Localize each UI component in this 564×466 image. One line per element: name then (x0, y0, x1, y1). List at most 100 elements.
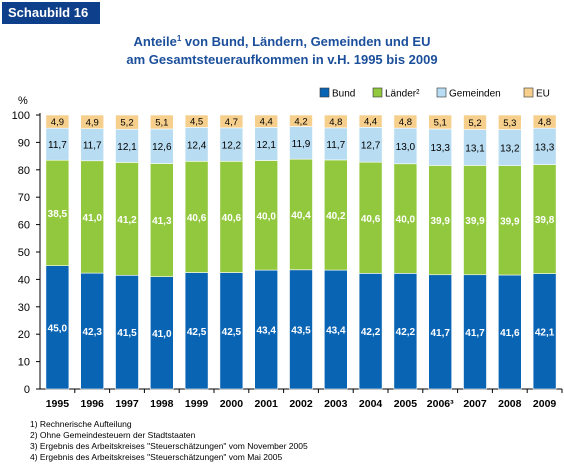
data-label: 40,0 (396, 215, 416, 226)
data-label: 41,2 (117, 215, 137, 226)
data-label: 4,8 (399, 117, 412, 128)
data-label: 11,9 (292, 139, 311, 150)
data-label: 4,9 (86, 117, 99, 128)
data-label: 5,1 (155, 117, 168, 128)
data-label: 40,0 (256, 211, 276, 222)
bar-segment (219, 114, 244, 129)
data-label: 40,6 (222, 213, 242, 224)
chart-title-line2: am Gesamtsteueraufkommen in v.H. 1995 bi… (126, 52, 438, 67)
footnote-3: 3) Ergebnis des Arbeitskreises "Steuersc… (30, 441, 308, 451)
data-label: 12,1 (256, 140, 276, 151)
data-label: 13,3 (430, 143, 450, 154)
bar-segment (463, 114, 487, 130)
x-tick-label: 2006³ (427, 398, 454, 410)
x-tick-label: 1995 (46, 398, 70, 410)
data-label: 43,4 (326, 326, 346, 337)
data-label: 39,8 (535, 215, 555, 226)
data-label: 5,2 (120, 118, 133, 129)
bar-segment (150, 114, 174, 130)
bar-segment (45, 114, 70, 129)
data-label: 5,2 (468, 118, 481, 129)
data-label: 4,4 (364, 117, 377, 128)
x-tick-label: 2000 (220, 398, 244, 410)
data-label: 41,0 (82, 213, 102, 224)
data-label: 4,8 (538, 117, 551, 128)
data-label: 42,3 (82, 327, 102, 338)
x-tick-label: 1999 (185, 398, 209, 410)
x-tick-label: 2009 (533, 398, 557, 410)
x-tick-label: 1998 (150, 398, 174, 410)
data-label: 41,7 (430, 328, 450, 339)
data-label: 4,5 (190, 117, 203, 128)
data-label: 12,4 (187, 140, 207, 151)
data-label: 13,2 (500, 144, 520, 155)
legend-label: Gemeinden (449, 89, 501, 100)
data-label: 39,9 (465, 216, 485, 227)
data-label: 5,1 (434, 117, 447, 128)
bar-segment (254, 114, 278, 128)
data-label: 40,4 (291, 210, 311, 221)
data-label: 40,2 (326, 211, 346, 222)
data-label: 43,5 (291, 325, 311, 336)
legend-label: Bund (332, 89, 355, 100)
y-tick-label: 100 (12, 110, 30, 122)
data-label: 4,7 (225, 117, 238, 128)
footnote-1: 1) Rechnerische Aufteilung (30, 419, 132, 429)
legend-swatch (319, 87, 330, 98)
x-tick-label: 1996 (81, 398, 105, 410)
y-tick-label: 80 (18, 165, 30, 177)
y-tick-label: 90 (18, 137, 30, 149)
data-label: 11,7 (48, 140, 67, 151)
y-tick-label: 40 (18, 274, 30, 286)
data-label: 40,6 (187, 213, 207, 224)
data-label: 42,5 (222, 327, 242, 338)
data-label: 4,9 (51, 117, 64, 128)
data-label: 12,7 (361, 141, 381, 152)
x-tick-label: 2002 (289, 398, 313, 410)
data-label: 41,6 (500, 328, 520, 339)
y-axis-label: % (18, 95, 28, 107)
y-tick-label: 50 (18, 247, 30, 259)
data-label: 4,2 (294, 116, 307, 127)
data-label: 11,7 (326, 140, 345, 151)
bar-segment (80, 114, 104, 129)
x-tick-label: 2001 (255, 398, 279, 410)
legend-swatch (436, 87, 447, 98)
data-label: 39,9 (500, 216, 520, 227)
x-tick-label: 1997 (115, 398, 139, 410)
y-tick-label: 20 (18, 329, 30, 341)
footnote-4: 4) Ergebnis des Arbeitskreises "Steuersc… (30, 452, 283, 462)
data-label: 12,1 (117, 142, 137, 153)
footnotes: 1) Rechnerische Aufteilung 2) Ohne Gemei… (30, 419, 308, 463)
title-footnote-mark: 1 (176, 34, 182, 43)
bar-segment (428, 114, 453, 130)
data-label: 42,1 (535, 327, 555, 338)
data-label: 5,3 (503, 118, 516, 129)
title-text: Anteile (133, 34, 177, 49)
y-tick-label: 60 (18, 220, 30, 232)
chart-title-line1: Anteile1 von Bund, Ländern, Gemeinden un… (0, 34, 564, 49)
x-tick-label: 2005 (394, 398, 418, 410)
bar-segment (532, 114, 557, 129)
data-label: 4,8 (329, 117, 342, 128)
y-tick-label: 10 (18, 357, 30, 369)
chart-badge: Schaubild 16 (2, 2, 100, 24)
bar-segment (358, 114, 383, 128)
data-label: 13,1 (465, 143, 485, 154)
bar-segment (184, 114, 209, 128)
bar-segment (323, 114, 348, 129)
bar-segment (115, 114, 139, 130)
data-label: 45,0 (48, 323, 68, 334)
data-label: 39,9 (430, 216, 450, 227)
legend-label: Länder² (385, 89, 420, 100)
bar-segment (393, 114, 418, 129)
y-tick-label: 30 (18, 302, 30, 314)
data-label: 12,2 (222, 141, 242, 152)
x-tick-label: 2008 (498, 398, 522, 410)
legend-label: EU (536, 89, 550, 100)
footnote-2: 2) Ohne Gemeindesteuern der Stadtstaaten (30, 430, 196, 440)
legend-swatch (372, 87, 383, 98)
x-tick-label: 2007 (463, 398, 487, 410)
y-tick-label: 70 (18, 192, 30, 204)
